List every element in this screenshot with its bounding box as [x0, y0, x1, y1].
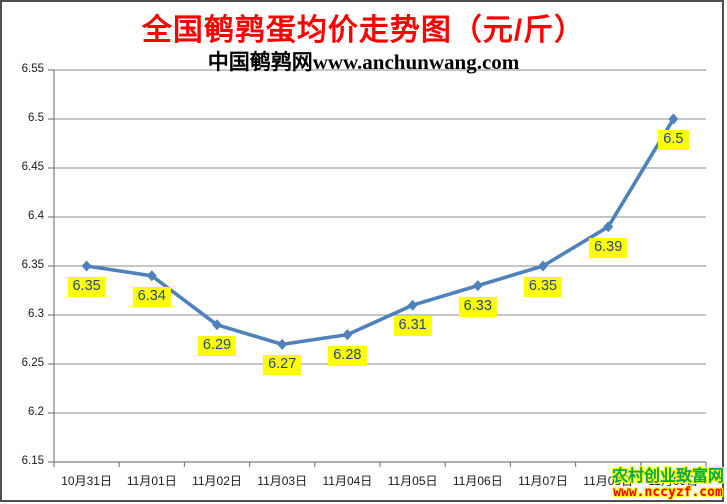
data-point-marker: [277, 338, 288, 350]
data-label: 6.35: [67, 277, 106, 297]
data-label: 6.39: [589, 237, 628, 258]
data-label: 6.34: [132, 286, 171, 307]
x-tick-label: 11月08日: [583, 474, 634, 488]
data-point-marker: [146, 270, 157, 282]
y-tick-label: 6.4: [28, 210, 44, 222]
data-point-marker: [603, 221, 614, 233]
data-label: 6.5: [658, 130, 689, 150]
x-tick-label: 11月05日: [387, 474, 438, 488]
x-tick-label: 11月04日: [322, 474, 373, 488]
data-label: 6.28: [328, 345, 367, 366]
x-tick-label: 11月06日: [452, 474, 503, 488]
data-point-marker: [407, 299, 418, 311]
y-tick-label: 6.25: [21, 357, 44, 369]
y-tick-label: 6.5: [28, 112, 44, 124]
data-point-marker: [538, 260, 548, 272]
x-tick-label: 11月01日: [126, 474, 177, 488]
data-label: 6.27: [263, 355, 302, 376]
chart-title: 全国鹌鹑蛋均价走势图（元/斤）: [141, 14, 586, 47]
x-tick-label: 11月03日: [257, 474, 308, 488]
data-label: 6.35: [523, 277, 563, 297]
data-label: 6.29: [197, 335, 237, 356]
x-tick-label: 11月09日: [648, 474, 699, 488]
y-tick-label: 6.2: [28, 406, 44, 418]
data-label: 6.31: [393, 316, 432, 337]
y-tick-label: 6.15: [21, 455, 44, 467]
chart-subtitle: 中国鹌鹑网www.anchunwang.com: [207, 50, 520, 74]
data-point-marker: [668, 113, 679, 125]
y-tick-label: 6.55: [21, 63, 44, 75]
data-label: 6.33: [458, 296, 497, 317]
y-tick-label: 6.35: [21, 259, 44, 271]
y-tick-label: 6.3: [28, 308, 44, 320]
data-point-marker: [81, 260, 92, 272]
x-tick-label: 11月07日: [518, 474, 568, 488]
data-point-marker: [342, 329, 353, 341]
x-tick-label: 10月31日: [61, 474, 112, 488]
data-point-marker: [472, 280, 483, 292]
x-tick-label: 11月02日: [192, 474, 242, 488]
price-line: [84, 117, 676, 347]
y-tick-label: 6.45: [21, 161, 44, 173]
data-point-marker: [212, 319, 222, 331]
